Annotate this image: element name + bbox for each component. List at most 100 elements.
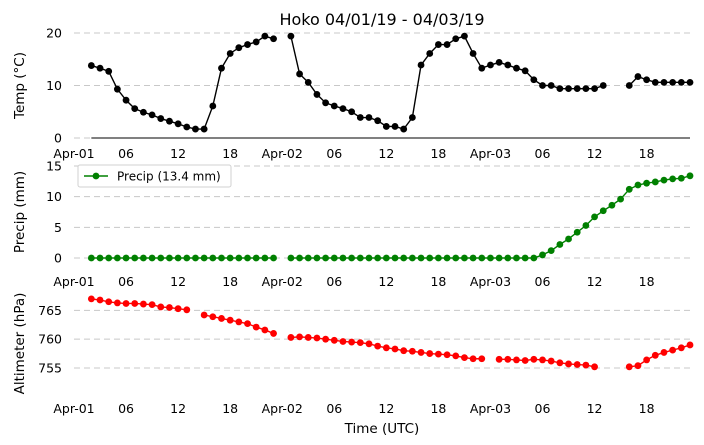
data-point [660, 349, 668, 356]
data-point [556, 85, 564, 93]
data-point [287, 254, 295, 262]
data-point [356, 339, 364, 347]
x-tick-label: 12 [587, 146, 603, 161]
data-point [651, 78, 659, 86]
data-point [339, 105, 347, 112]
data-point [582, 85, 590, 93]
data-point [461, 354, 468, 362]
data-point [244, 41, 251, 48]
x-tick-label: 12 [170, 146, 186, 161]
x-tick-label: 18 [430, 401, 446, 416]
data-point [677, 344, 685, 352]
data-point [140, 254, 147, 262]
y-tick-label: 5 [54, 220, 62, 235]
data-point [113, 254, 121, 262]
data-point [148, 301, 156, 309]
data-point [469, 254, 477, 262]
x-tick-label: Apr-02 [262, 274, 303, 289]
legend-label: Precip (13.4 mm) [117, 170, 221, 184]
data-point [131, 300, 139, 307]
data-point [391, 254, 399, 262]
data-point [452, 352, 460, 360]
data-point [426, 350, 434, 357]
data-point [547, 357, 555, 365]
data-point [400, 125, 408, 133]
legend: Precip (13.4 mm) [77, 164, 232, 188]
x-tick-label: 06 [535, 146, 551, 161]
data-point [365, 340, 373, 348]
x-tick-label: 18 [222, 274, 238, 289]
data-point [634, 73, 642, 80]
x-tick-label: 12 [378, 401, 394, 416]
data-point [478, 64, 486, 72]
data-point [599, 82, 607, 89]
x-tick-label: 06 [326, 146, 342, 161]
data-point [426, 50, 434, 57]
x-tick-label: 12 [587, 401, 603, 416]
data-point [651, 351, 659, 359]
data-point [573, 85, 581, 93]
data-point [356, 254, 364, 262]
y-axis-title: Precip (mm) [12, 171, 28, 253]
data-point [461, 32, 468, 40]
data-point [235, 254, 243, 262]
y-tick-label: 10 [46, 189, 62, 204]
data-point [348, 338, 356, 346]
panel-precip: 0 5 10 15 Apr-01 06 12 18 Apr-02 06 12 18 Apr-03 06 12… [12, 159, 694, 289]
data-point [556, 359, 564, 367]
x-tick-label: 12 [378, 274, 394, 289]
data-point [452, 254, 460, 262]
data-point [513, 64, 520, 72]
data-point [513, 254, 520, 262]
data-point [686, 172, 694, 180]
data-point [487, 254, 494, 262]
data-point [209, 102, 217, 110]
data-point [365, 114, 373, 121]
data-point [348, 108, 356, 116]
data-point [287, 32, 295, 40]
data-point [504, 61, 512, 69]
data-point [157, 303, 165, 311]
series-line [290, 35, 604, 130]
data-point [192, 125, 199, 133]
data-point [495, 254, 503, 262]
data-point [539, 356, 546, 364]
panel-temp: 0 10 20 Apr-01 06 12 18 Apr-02 06 12 18 Apr-03 06 12 1… [12, 26, 694, 161]
data-point [296, 254, 303, 262]
data-point [400, 254, 408, 262]
data-point [469, 50, 477, 57]
x-tick-label: 12 [378, 146, 394, 161]
y-tick-label: 755 [38, 360, 62, 375]
data-point [322, 335, 330, 343]
legend-box [77, 164, 232, 188]
data-point [356, 114, 364, 121]
x-tick-label: 18 [639, 146, 655, 161]
data-point [261, 32, 269, 40]
data-point [391, 123, 399, 130]
x-tick-label: 18 [222, 401, 238, 416]
data-point [513, 356, 520, 364]
data-point [434, 254, 442, 262]
x-tick-label: Apr-01 [53, 274, 94, 289]
data-point [166, 254, 173, 262]
data-point [617, 195, 624, 203]
data-point [96, 296, 104, 304]
data-point [140, 108, 147, 116]
data-point [330, 336, 338, 344]
data-point [270, 254, 277, 262]
data-point [200, 311, 208, 319]
data-point [226, 254, 234, 262]
x-tick-label: 06 [326, 401, 342, 416]
data-point [443, 351, 451, 359]
data-point [270, 35, 277, 43]
data-point [495, 355, 503, 363]
data-point [166, 117, 173, 125]
x-tick-label: 06 [118, 146, 134, 161]
data-point [582, 222, 590, 229]
data-point [113, 299, 121, 307]
data-point [591, 213, 598, 221]
data-point [183, 254, 191, 262]
data-point [539, 251, 546, 259]
data-point [556, 241, 564, 248]
